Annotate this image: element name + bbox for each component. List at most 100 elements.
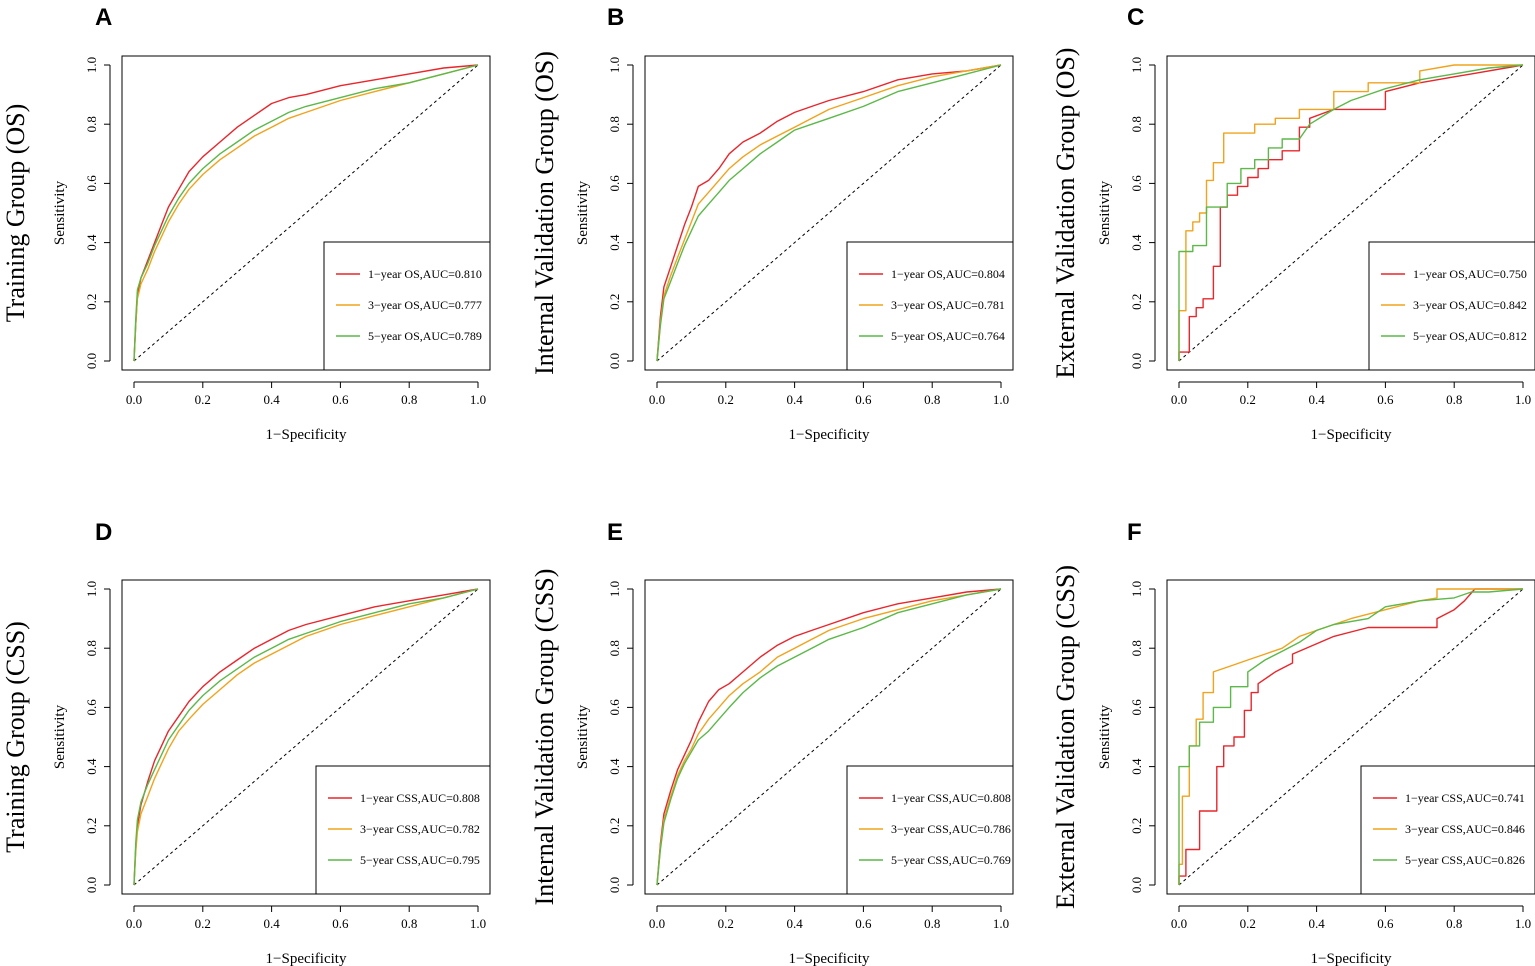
- panel-f-series-1-line: [1178, 588, 1523, 885]
- panel-b-legend: [846, 241, 1014, 371]
- panel-c-x-tick-label: 0.8: [1446, 392, 1462, 407]
- panel-d-legend-item: 1−year CSS,AUC=0.808: [360, 791, 480, 805]
- panel-f-legend-item: 1−year CSS,AUC=0.741: [1405, 791, 1525, 805]
- panel-e-letter: E: [607, 519, 623, 546]
- panel-b-series-2-line: [656, 64, 1002, 362]
- panel-a-y-tick-label: 0.6: [84, 175, 99, 192]
- panel-f-ylabel: Sensitivity: [1097, 704, 1113, 769]
- panel-d-y-tick-label: 0.0: [84, 877, 99, 893]
- panel-d-x-tick-label: 1.0: [470, 916, 486, 931]
- panel-f-plot-frame: [1166, 579, 1535, 895]
- panel-d-series-2-line: [133, 588, 479, 886]
- panel-f-y-tick-label: 0.2: [1129, 818, 1144, 834]
- panel-d-letter: D: [95, 519, 112, 546]
- panel-f-series-3-line: [1178, 588, 1524, 885]
- panel-d: D Training Group (CSS) Sensitivity 1−Specif…: [1, 519, 491, 966]
- panel-a-series-2-line: [133, 64, 479, 362]
- panel-c-legend: [1368, 241, 1535, 371]
- panel-b-y-tick-label: 0.8: [607, 116, 622, 132]
- panel-d-x-tick-label: 0.0: [126, 916, 142, 931]
- panel-b-y-tick-label: 0.0: [607, 353, 622, 369]
- panel-d-x-tick-label: 0.4: [263, 916, 280, 931]
- panel-a-legend-item: 5−year OS,AUC=0.789: [368, 329, 482, 343]
- panel-d-y-tick-label: 0.8: [84, 640, 99, 656]
- panel-c-y-tick-label: 0.2: [1129, 294, 1144, 310]
- panel-e-series-2-line: [656, 588, 1002, 886]
- panel-f-x-tick-label: 1.0: [1515, 916, 1531, 931]
- panel-f-group-title: External Validation Group (CSS): [1051, 565, 1080, 909]
- panel-c-legend-item: 5−year OS,AUC=0.812: [1413, 329, 1527, 343]
- panel-f-series-2-line: [1178, 588, 1523, 885]
- panel-b-y-tick-label: 0.2: [607, 294, 622, 310]
- panel-d-legend: [315, 765, 491, 895]
- panel-c-x-tick-label: 1.0: [1515, 392, 1531, 407]
- panel-b-legend-item: 5−year OS,AUC=0.764: [891, 329, 1005, 343]
- panel-a-legend-item: 3−year OS,AUC=0.777: [368, 298, 482, 312]
- panel-c-ylabel: Sensitivity: [1097, 180, 1113, 245]
- panel-d-y-tick-label: 0.2: [84, 818, 99, 834]
- panel-c-reference-diagonal: [1178, 64, 1524, 362]
- panel-c-series-3-line: [1178, 64, 1524, 361]
- panel-e-legend-item: 1−year CSS,AUC=0.808: [891, 791, 1011, 805]
- panel-a-x-tick-label: 0.4: [263, 392, 280, 407]
- panel-a-x-tick-label: 0.2: [195, 392, 211, 407]
- panel-e: E Internal Validation Group (CSS) Sensitiv…: [530, 519, 1014, 966]
- panel-c-legend-item: 3−year OS,AUC=0.842: [1413, 298, 1527, 312]
- panel-f-x-tick-label: 0.8: [1446, 916, 1462, 931]
- panel-e-xlabel: 1−Specificity: [789, 951, 870, 966]
- panel-f: F External Validation Group (CSS) Sensitiv…: [1051, 519, 1535, 966]
- panel-e-y-tick-label: 1.0: [607, 581, 622, 597]
- panel-b-plot-frame: [644, 55, 1014, 371]
- panel-e-x-tick-label: 0.0: [649, 916, 665, 931]
- panel-f-y-tick-label: 0.0: [1129, 877, 1144, 893]
- panel-c-series-1-line: [1178, 64, 1524, 361]
- panel-f-xlabel: 1−Specificity: [1311, 951, 1392, 966]
- panel-e-x-tick-label: 0.4: [786, 916, 803, 931]
- panel-e-reference-diagonal: [656, 588, 1002, 886]
- panel-d-legend-item: 3−year CSS,AUC=0.782: [360, 822, 480, 836]
- panel-c-y-tick-label: 1.0: [1129, 57, 1144, 73]
- panel-e-x-tick-label: 0.6: [855, 916, 872, 931]
- panel-a: A Training Group (OS) Sensitivity 1−Specifi…: [1, 4, 491, 443]
- panel-a-series-3-line: [133, 64, 479, 362]
- panel-d-xlabel: 1−Specificity: [266, 951, 347, 966]
- panel-f-x-tick-label: 0.4: [1308, 916, 1325, 931]
- panel-d-x-tick-label: 0.6: [332, 916, 349, 931]
- panel-b-x-tick-label: 0.6: [855, 392, 872, 407]
- panel-b-x-tick-label: 1.0: [993, 392, 1009, 407]
- panel-c: C External Validation Group (OS) Sensitivi…: [1051, 4, 1535, 443]
- panel-b-reference-diagonal: [656, 64, 1002, 362]
- panel-e-ylabel: Sensitivity: [575, 704, 591, 769]
- panel-c-series-2-line: [1178, 64, 1523, 361]
- panel-c-x-tick-label: 0.4: [1308, 392, 1325, 407]
- panel-b: B Internal Validation Group (OS) Sensitivi…: [530, 4, 1014, 443]
- panel-f-legend: [1360, 765, 1535, 895]
- panel-e-group-title: Internal Validation Group (CSS): [530, 569, 559, 906]
- panel-b-letter: B: [607, 4, 624, 31]
- panel-a-x-tick-label: 1.0: [470, 392, 486, 407]
- panel-f-letter: F: [1127, 519, 1142, 546]
- panel-c-xlabel: 1−Specificity: [1311, 427, 1392, 443]
- panel-a-group-title: Training Group (OS): [1, 104, 30, 323]
- panel-b-x-tick-label: 0.8: [924, 392, 940, 407]
- panel-c-y-tick-label: 0.4: [1129, 234, 1144, 251]
- panel-c-x-tick-label: 0.6: [1377, 392, 1394, 407]
- panel-e-series-3-line: [656, 588, 1002, 886]
- panel-c-y-tick-label: 0.6: [1129, 175, 1144, 192]
- panel-e-y-tick-label: 0.2: [607, 818, 622, 834]
- panel-a-y-tick-label: 0.4: [84, 234, 99, 251]
- panel-c-letter: C: [1127, 4, 1144, 31]
- panel-e-y-tick-label: 0.4: [607, 758, 622, 775]
- panel-b-x-tick-label: 0.2: [718, 392, 734, 407]
- panel-d-y-tick-label: 0.4: [84, 758, 99, 775]
- panel-f-y-tick-label: 0.8: [1129, 640, 1144, 656]
- panel-b-series-3-line: [656, 64, 1002, 362]
- panel-d-series-3-line: [133, 588, 479, 886]
- panel-a-letter: A: [95, 4, 112, 31]
- panel-f-x-tick-label: 0.0: [1171, 916, 1187, 931]
- panel-b-ylabel: Sensitivity: [575, 180, 591, 245]
- panel-d-x-tick-label: 0.2: [195, 916, 211, 931]
- panel-a-x-tick-label: 0.8: [401, 392, 417, 407]
- panel-e-legend-item: 3−year CSS,AUC=0.786: [891, 822, 1011, 836]
